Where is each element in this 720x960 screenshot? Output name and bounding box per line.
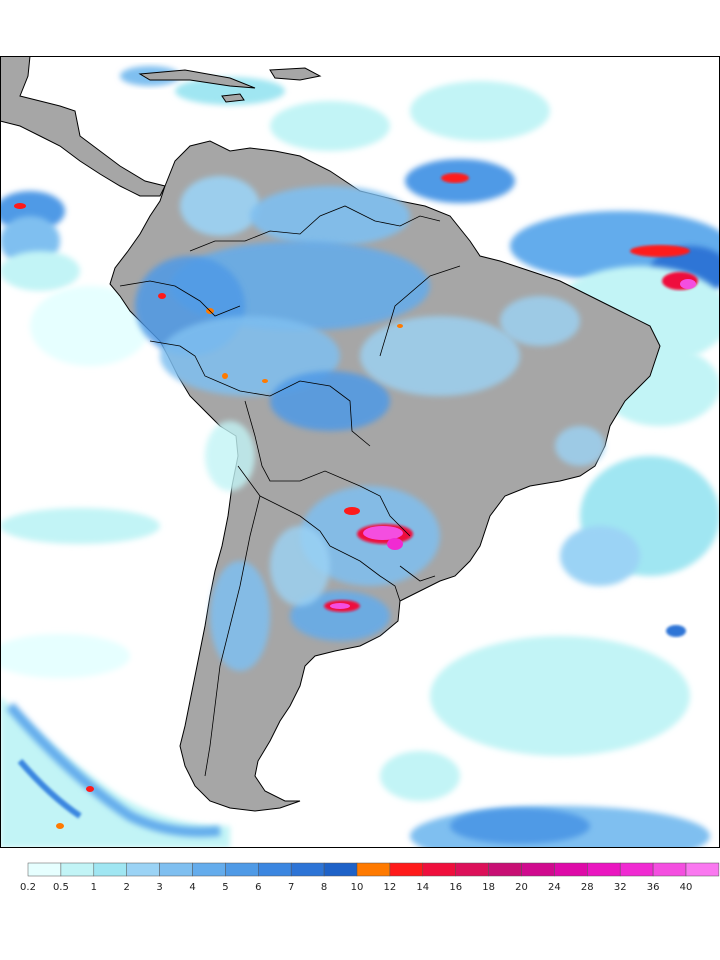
legend-color-box [619, 862, 654, 877]
legend-tick-label: 36 [647, 882, 660, 893]
hispaniola [269, 67, 322, 81]
country-borders [119, 205, 461, 777]
land-precipitation [135, 176, 605, 671]
legend-color-box [488, 862, 522, 877]
legend-tick-label: 6 [255, 882, 261, 893]
legend-tick-label: 2 [124, 882, 130, 893]
legend-color-box [192, 862, 226, 877]
legend-color-box [356, 862, 391, 877]
precipitation-legend: 0.2 0.5 1 2 3 4 5 6 7 8 10 12 14 16 18 20 24 28 32 36 40 [20, 862, 720, 893]
legend-tick-label: 14 [416, 882, 429, 893]
legend-color-box [225, 862, 259, 877]
legend-tick-label: 40 [680, 882, 693, 893]
legend-tick-label: 28 [581, 882, 594, 893]
legend-color-box [587, 862, 621, 877]
legend-color-box [60, 862, 95, 877]
legend-tick-label: 4 [189, 882, 195, 893]
legend-color-box [258, 862, 292, 877]
precipitation-map [0, 56, 720, 848]
legend-tick-label: 7 [288, 882, 294, 893]
legend-color-box [290, 862, 325, 877]
cuba [138, 69, 256, 89]
legend-color-box [455, 862, 489, 877]
legend-tick-label: 32 [614, 882, 627, 893]
legend-color-box [652, 862, 687, 877]
legend-tick-label: 0.5 [53, 882, 69, 893]
legend-tick-label: 0.2 [20, 882, 36, 893]
legend-color-box [93, 862, 127, 877]
legend-color-box [126, 862, 160, 877]
legend-color-box [521, 862, 555, 877]
legend-tick-labels: 0.2 0.5 1 2 3 4 5 6 7 8 10 12 14 16 18 20 24 28 32 36 40 [20, 882, 692, 893]
legend-tick-label: 3 [156, 882, 162, 893]
legend-tick-label: 1 [91, 882, 97, 893]
legend-color-box [323, 862, 358, 877]
legend-color-box [389, 862, 424, 877]
legend-color-box [27, 862, 62, 877]
jamaica [221, 93, 245, 103]
legend-tick-label: 10 [351, 882, 364, 893]
ocean-precipitation [0, 66, 720, 848]
legend-tick-label: 16 [449, 882, 462, 893]
legend-tick-label: 24 [548, 882, 561, 893]
legend-tick-label: 8 [321, 882, 327, 893]
legend-tick-label: 20 [515, 882, 528, 893]
legend-color-boxes [27, 862, 720, 877]
legend-color-box [422, 862, 456, 877]
legend-tick-label: 18 [482, 882, 495, 893]
legend-color-box [554, 862, 588, 877]
legend-tick-label: 5 [222, 882, 228, 893]
central-america [0, 56, 166, 197]
legend-color-box [159, 862, 193, 877]
legend-color-box [685, 862, 720, 877]
legend-tick-label: 12 [384, 882, 397, 893]
